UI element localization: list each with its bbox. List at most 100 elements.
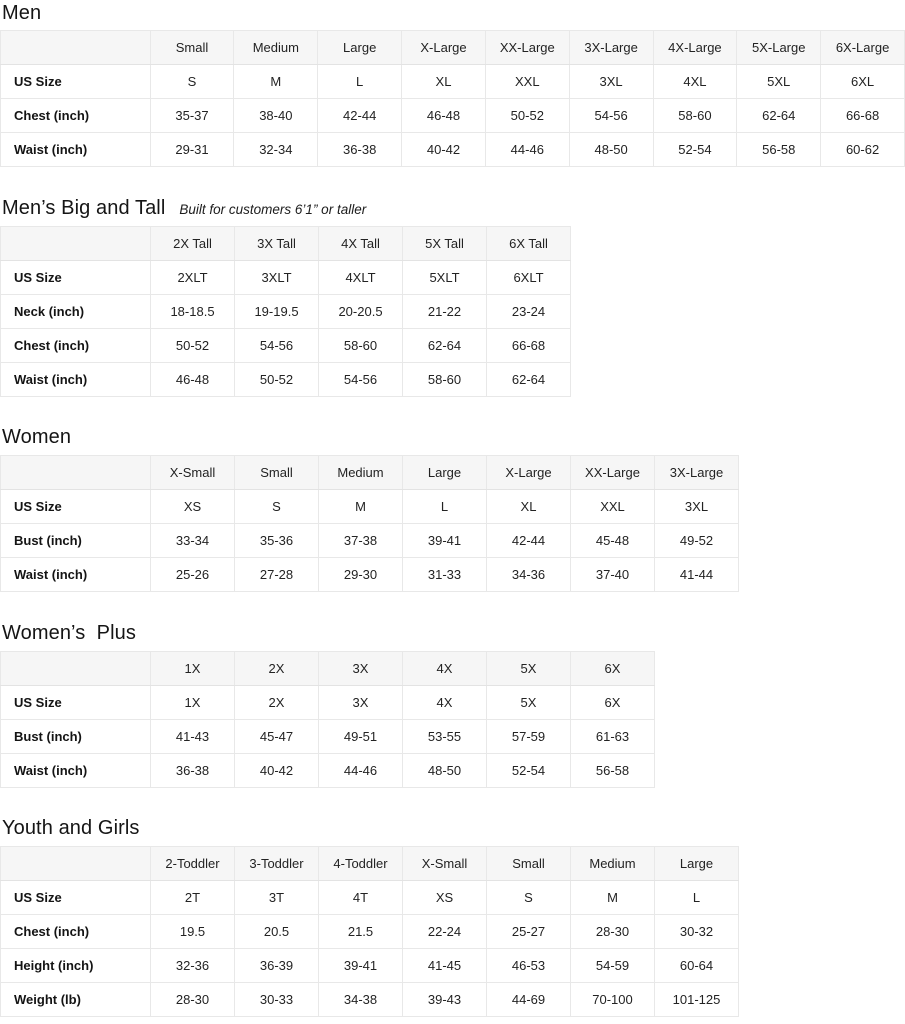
header-cell-blank [0,30,151,65]
data-cell: 62-64 [402,328,487,363]
data-cell: 30-32 [654,914,739,949]
data-cell: 45-47 [234,719,319,754]
section-header-womens-plus: Women’s Plus [0,622,905,644]
header-cell: 6X [570,651,655,686]
header-cell: 3-Toddler [234,846,319,881]
data-cell: 53-55 [402,719,487,754]
header-cell: Medium [233,30,319,65]
size-table-youth-and-girls: 2-Toddler 3-Toddler 4-Toddler X-Small Sm… [0,846,739,1017]
data-cell: 39-41 [318,948,403,983]
data-cell: 31-33 [402,557,487,592]
table-row: Waist (inch) 46-48 50-52 54-56 58-60 62-… [0,362,571,397]
row-label: US Size [0,260,151,295]
header-cell: 4X [402,651,487,686]
data-cell: 1X [150,685,235,720]
header-cell: XX-Large [570,455,655,490]
data-cell: 3XL [568,64,654,99]
data-cell: 50-52 [150,328,235,363]
data-cell: 34-38 [318,982,403,1017]
data-cell: 36-38 [150,753,235,788]
row-label: US Size [0,685,151,720]
data-cell: 37-38 [318,523,403,558]
header-cell: 4X Tall [318,226,403,261]
row-label: Chest (inch) [0,328,151,363]
header-cell-blank [0,455,151,490]
header-cell-blank [0,226,151,261]
header-cell: 2X Tall [150,226,235,261]
header-cell: 3X [318,651,403,686]
data-cell: M [570,880,655,915]
data-cell: 58-60 [318,328,403,363]
data-cell: 66-68 [486,328,571,363]
table-header-row: X-Small Small Medium Large X-Large XX-La… [0,455,739,490]
data-cell: 35-37 [149,98,235,133]
data-cell: 62-64 [736,98,822,133]
data-cell: 46-48 [150,362,235,397]
section-womens-plus: Women’s Plus 1X 2X 3X 4X 5X 6X US S [0,622,905,788]
data-cell: 40-42 [401,132,486,167]
header-cell: 6X Tall [486,226,571,261]
header-cell-blank [0,651,151,686]
data-cell: 61-63 [570,719,655,754]
data-cell: 46-48 [401,98,486,133]
size-table-mens-big-and-tall: 2X Tall 3X Tall 4X Tall 5X Tall 6X Tall … [0,226,571,397]
data-cell: 5XLT [402,260,487,295]
data-cell: 58-60 [402,362,487,397]
data-cell: 28-30 [570,914,655,949]
table-row: Chest (inch) 35-37 38-40 42-44 46-48 50-… [0,98,905,133]
section-subtitle: Built for customers 6’1” or taller [179,202,367,217]
data-cell: 39-41 [402,523,487,558]
data-cell: 66-68 [820,98,905,133]
data-cell: S [486,880,571,915]
data-cell: 62-64 [486,362,571,397]
data-cell: 4X [402,685,487,720]
table-row: Waist (inch) 36-38 40-42 44-46 48-50 52-… [0,753,655,788]
data-cell: 19.5 [150,914,235,949]
header-cell: 2X [234,651,319,686]
header-cell: 5X Tall [402,226,487,261]
data-cell: 29-30 [318,557,403,592]
section-men: Men Small Medium Large X-Large XX-Large … [0,0,905,167]
data-cell: 19-19.5 [234,294,319,329]
table-header-row: 2X Tall 3X Tall 4X Tall 5X Tall 6X Tall [0,226,571,261]
data-cell: 49-51 [318,719,403,754]
header-cell: 3X Tall [234,226,319,261]
data-cell: 20.5 [234,914,319,949]
data-cell: 54-56 [318,362,403,397]
header-cell: 1X [150,651,235,686]
data-cell: 38-40 [233,98,319,133]
data-cell: 52-54 [486,753,571,788]
data-cell: 30-33 [234,982,319,1017]
header-cell: Small [486,846,571,881]
row-label: Waist (inch) [0,753,151,788]
section-title: Youth and Girls [2,817,140,839]
data-cell: 36-38 [317,132,403,167]
data-cell: 23-24 [486,294,571,329]
section-youth-and-girls: Youth and Girls 2-Toddler 3-Toddler 4-To… [0,817,905,1017]
header-cell: 4-Toddler [318,846,403,881]
row-label: US Size [0,489,151,524]
data-cell: 40-42 [234,753,319,788]
table-row: Height (inch) 32-36 36-39 39-41 41-45 46… [0,948,739,983]
header-cell: X-Small [402,846,487,881]
row-label: US Size [0,64,151,99]
data-cell: 25-26 [150,557,235,592]
data-cell: 3XL [654,489,739,524]
data-cell: 60-64 [654,948,739,983]
header-cell: 3X-Large [654,455,739,490]
data-cell: 70-100 [570,982,655,1017]
data-cell: 37-40 [570,557,655,592]
data-cell: 50-52 [234,362,319,397]
data-cell: 36-39 [234,948,319,983]
data-cell: 52-54 [652,132,738,167]
header-cell: Large [317,30,403,65]
table-header-row: Small Medium Large X-Large XX-Large 3X-L… [0,30,905,65]
table-row: US Size 2T 3T 4T XS S M L [0,880,739,915]
section-header-mens-big-and-tall: Men’s Big and Tall Built for customers 6… [0,197,905,219]
row-label: Chest (inch) [0,98,151,133]
data-cell: 20-20.5 [318,294,403,329]
data-cell: 3XLT [234,260,319,295]
table-header-row: 1X 2X 3X 4X 5X 6X [0,651,655,686]
data-cell: 56-58 [570,753,655,788]
